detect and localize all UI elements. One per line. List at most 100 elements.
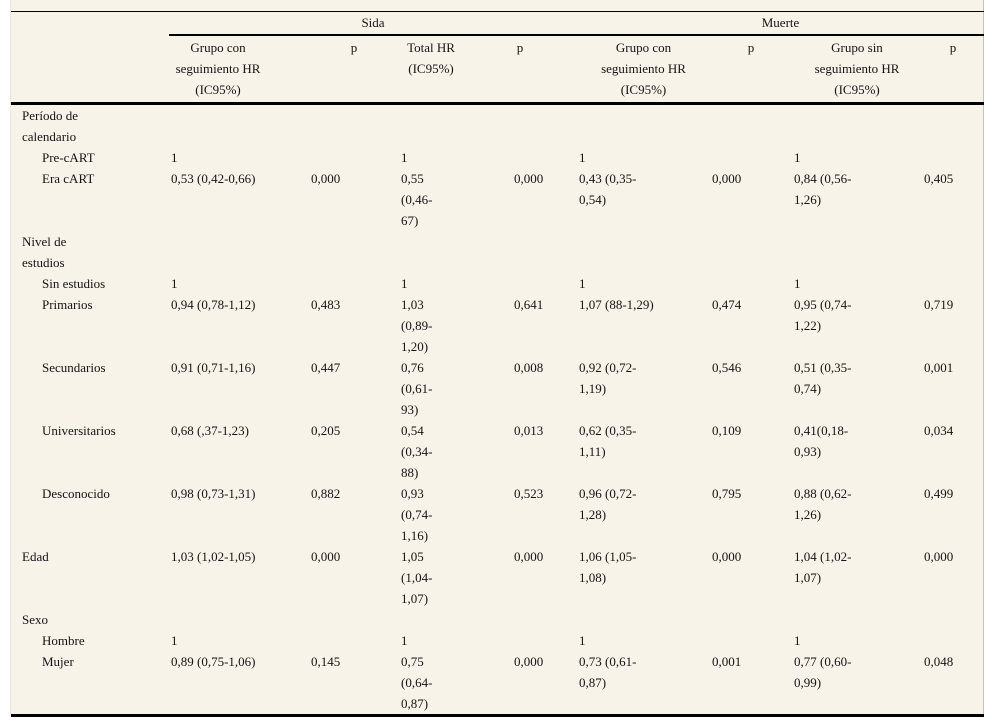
- data-cell: 0,89 (0,75-1,06): [171, 654, 256, 669]
- data-cell: [710, 231, 792, 273]
- data-cell: 0,795: [712, 486, 742, 501]
- data-cell: 1: [171, 150, 178, 165]
- data-cell: 0,000: [311, 549, 341, 564]
- row-label: Sexo: [22, 612, 48, 627]
- row-label: Era cART: [42, 171, 95, 186]
- data-cell: [399, 104, 463, 148]
- data-cell: 0,546: [712, 360, 742, 375]
- data-cell: [463, 104, 577, 148]
- data-cell: 1: [794, 633, 801, 648]
- data-cell: 0,483: [311, 297, 341, 312]
- column-header-p4: p: [949, 40, 957, 55]
- data-cell: [309, 609, 399, 630]
- data-cell: 0,62 (0,35- 1,11): [579, 423, 637, 459]
- section-row-sexo: Sexo: [11, 609, 984, 630]
- data-cell: 0,000: [712, 549, 742, 564]
- row-label: Hombre: [42, 633, 85, 648]
- data-cell: [922, 147, 984, 168]
- data-cell: 1: [401, 633, 408, 648]
- section-row-nivel: Nivel de estudios: [11, 231, 984, 273]
- data-cell: 1,03 (0,89- 1,20): [401, 297, 433, 354]
- data-cell: [792, 609, 922, 630]
- table-row-primarios: Primarios 0,94 (0,78-1,12) 0,483 1,03 (0…: [11, 294, 984, 357]
- data-cell: [710, 609, 792, 630]
- data-cell: 0,84 (0,56- 1,26): [794, 171, 852, 207]
- data-cell: 1: [401, 150, 408, 165]
- data-cell: [792, 104, 922, 148]
- table-row-sin-estudios: Sin estudios 1 1 1 1: [11, 273, 984, 294]
- data-cell: 0,75 (0,64- 0,87): [401, 654, 433, 711]
- data-cell: 0,034: [924, 423, 954, 438]
- data-cell: [710, 104, 792, 148]
- data-cell: [463, 231, 577, 273]
- data-cell: 0,91 (0,71-1,16): [171, 360, 256, 375]
- data-cell: 1,07 (88-1,29): [579, 297, 654, 312]
- data-cell: 0,145: [311, 654, 341, 669]
- data-cell: 0,719: [924, 297, 954, 312]
- data-cell: 1: [794, 150, 801, 165]
- data-cell: 0,53 (0,42-0,66): [171, 171, 256, 186]
- row-label: Sin estudios: [42, 276, 106, 291]
- data-cell: 0,474: [712, 297, 742, 312]
- data-cell: 0,94 (0,78-1,12): [171, 297, 256, 312]
- data-cell: 1: [794, 276, 801, 291]
- section-row-periodo: Período de calendario: [11, 104, 984, 148]
- row-label: Edad: [22, 549, 49, 564]
- data-cell: 1,06 (1,05- 1,08): [579, 549, 637, 585]
- data-cell: 0,51 (0,35- 0,74): [794, 360, 852, 396]
- data-cell: 0,76 (0,61- 93): [401, 360, 433, 417]
- row-label: Mujer: [42, 654, 74, 669]
- data-cell: 1: [579, 633, 586, 648]
- data-cell: [922, 630, 984, 651]
- data-cell: [922, 609, 984, 630]
- data-cell: 0,55 (0,46- 67): [401, 171, 433, 228]
- data-cell: 1: [171, 633, 178, 648]
- data-cell: 0,77 (0,60- 0,99): [794, 654, 852, 690]
- data-cell: 0,000: [924, 549, 954, 564]
- data-cell: 0,048: [924, 654, 954, 669]
- table-row-edad: Edad 1,03 (1,02-1,05) 0,000 1,05 (1,04- …: [11, 546, 984, 609]
- row-label: Nivel de estudios: [22, 234, 67, 270]
- data-cell: 0,54 (0,34- 88): [401, 423, 433, 480]
- data-cell: [792, 231, 922, 273]
- data-cell: 0,43 (0,35- 0,54): [579, 171, 637, 207]
- data-cell: 1,03 (1,02-1,05): [171, 549, 256, 564]
- data-cell: 1: [579, 276, 586, 291]
- data-cell: 0,001: [712, 654, 742, 669]
- column-header-grupo-sin-muerte: Grupo sin seguimiento HR (IC95%): [814, 40, 900, 97]
- column-header-p3: p: [747, 40, 755, 55]
- data-cell: [710, 147, 792, 168]
- data-cell: [922, 231, 984, 273]
- data-cell: 0,000: [514, 549, 544, 564]
- data-cell: [169, 231, 309, 273]
- data-cell: [710, 630, 792, 651]
- data-cell: 0,641: [514, 297, 544, 312]
- paper-table-sheet: Sida Muerte Grupo con seguimiento HR (IC…: [10, 0, 985, 717]
- data-cell: [577, 609, 710, 630]
- column-header-row: Grupo con seguimiento HR (IC95%) p Total…: [11, 35, 985, 104]
- row-label: Universitarios: [42, 423, 116, 438]
- data-cell: [463, 273, 577, 294]
- data-cell: 0,96 (0,72- 1,28): [579, 486, 637, 522]
- data-cell: 0,001: [924, 360, 954, 375]
- data-cell: [577, 104, 710, 148]
- data-cell: 0,013: [514, 423, 544, 438]
- column-header-grupo-con-sida: Grupo con seguimiento HR (IC95%): [175, 40, 261, 97]
- data-cell: 0,000: [514, 654, 544, 669]
- table-row-era-cart: Era cART 0,53 (0,42-0,66) 0,000 0,55 (0,…: [11, 168, 984, 231]
- column-header-total-hr: Total HR (IC95%): [407, 40, 455, 76]
- row-label: Desconocido: [42, 486, 110, 501]
- row-label: Primarios: [42, 297, 93, 312]
- data-cell: 0,68 (,37-1,23): [171, 423, 249, 438]
- data-cell: [309, 273, 399, 294]
- table-row-hombre: Hombre 1 1 1 1: [11, 630, 984, 651]
- data-cell: [309, 630, 399, 651]
- column-header-p1: p: [350, 40, 358, 55]
- row-label: Secundarios: [42, 360, 106, 375]
- group-header-row: Sida Muerte: [11, 11, 985, 36]
- data-cell: [463, 609, 577, 630]
- data-cell: 1: [579, 150, 586, 165]
- column-header-p2: p: [516, 40, 524, 55]
- group-header-sida: Sida: [169, 11, 577, 36]
- data-cell: [710, 273, 792, 294]
